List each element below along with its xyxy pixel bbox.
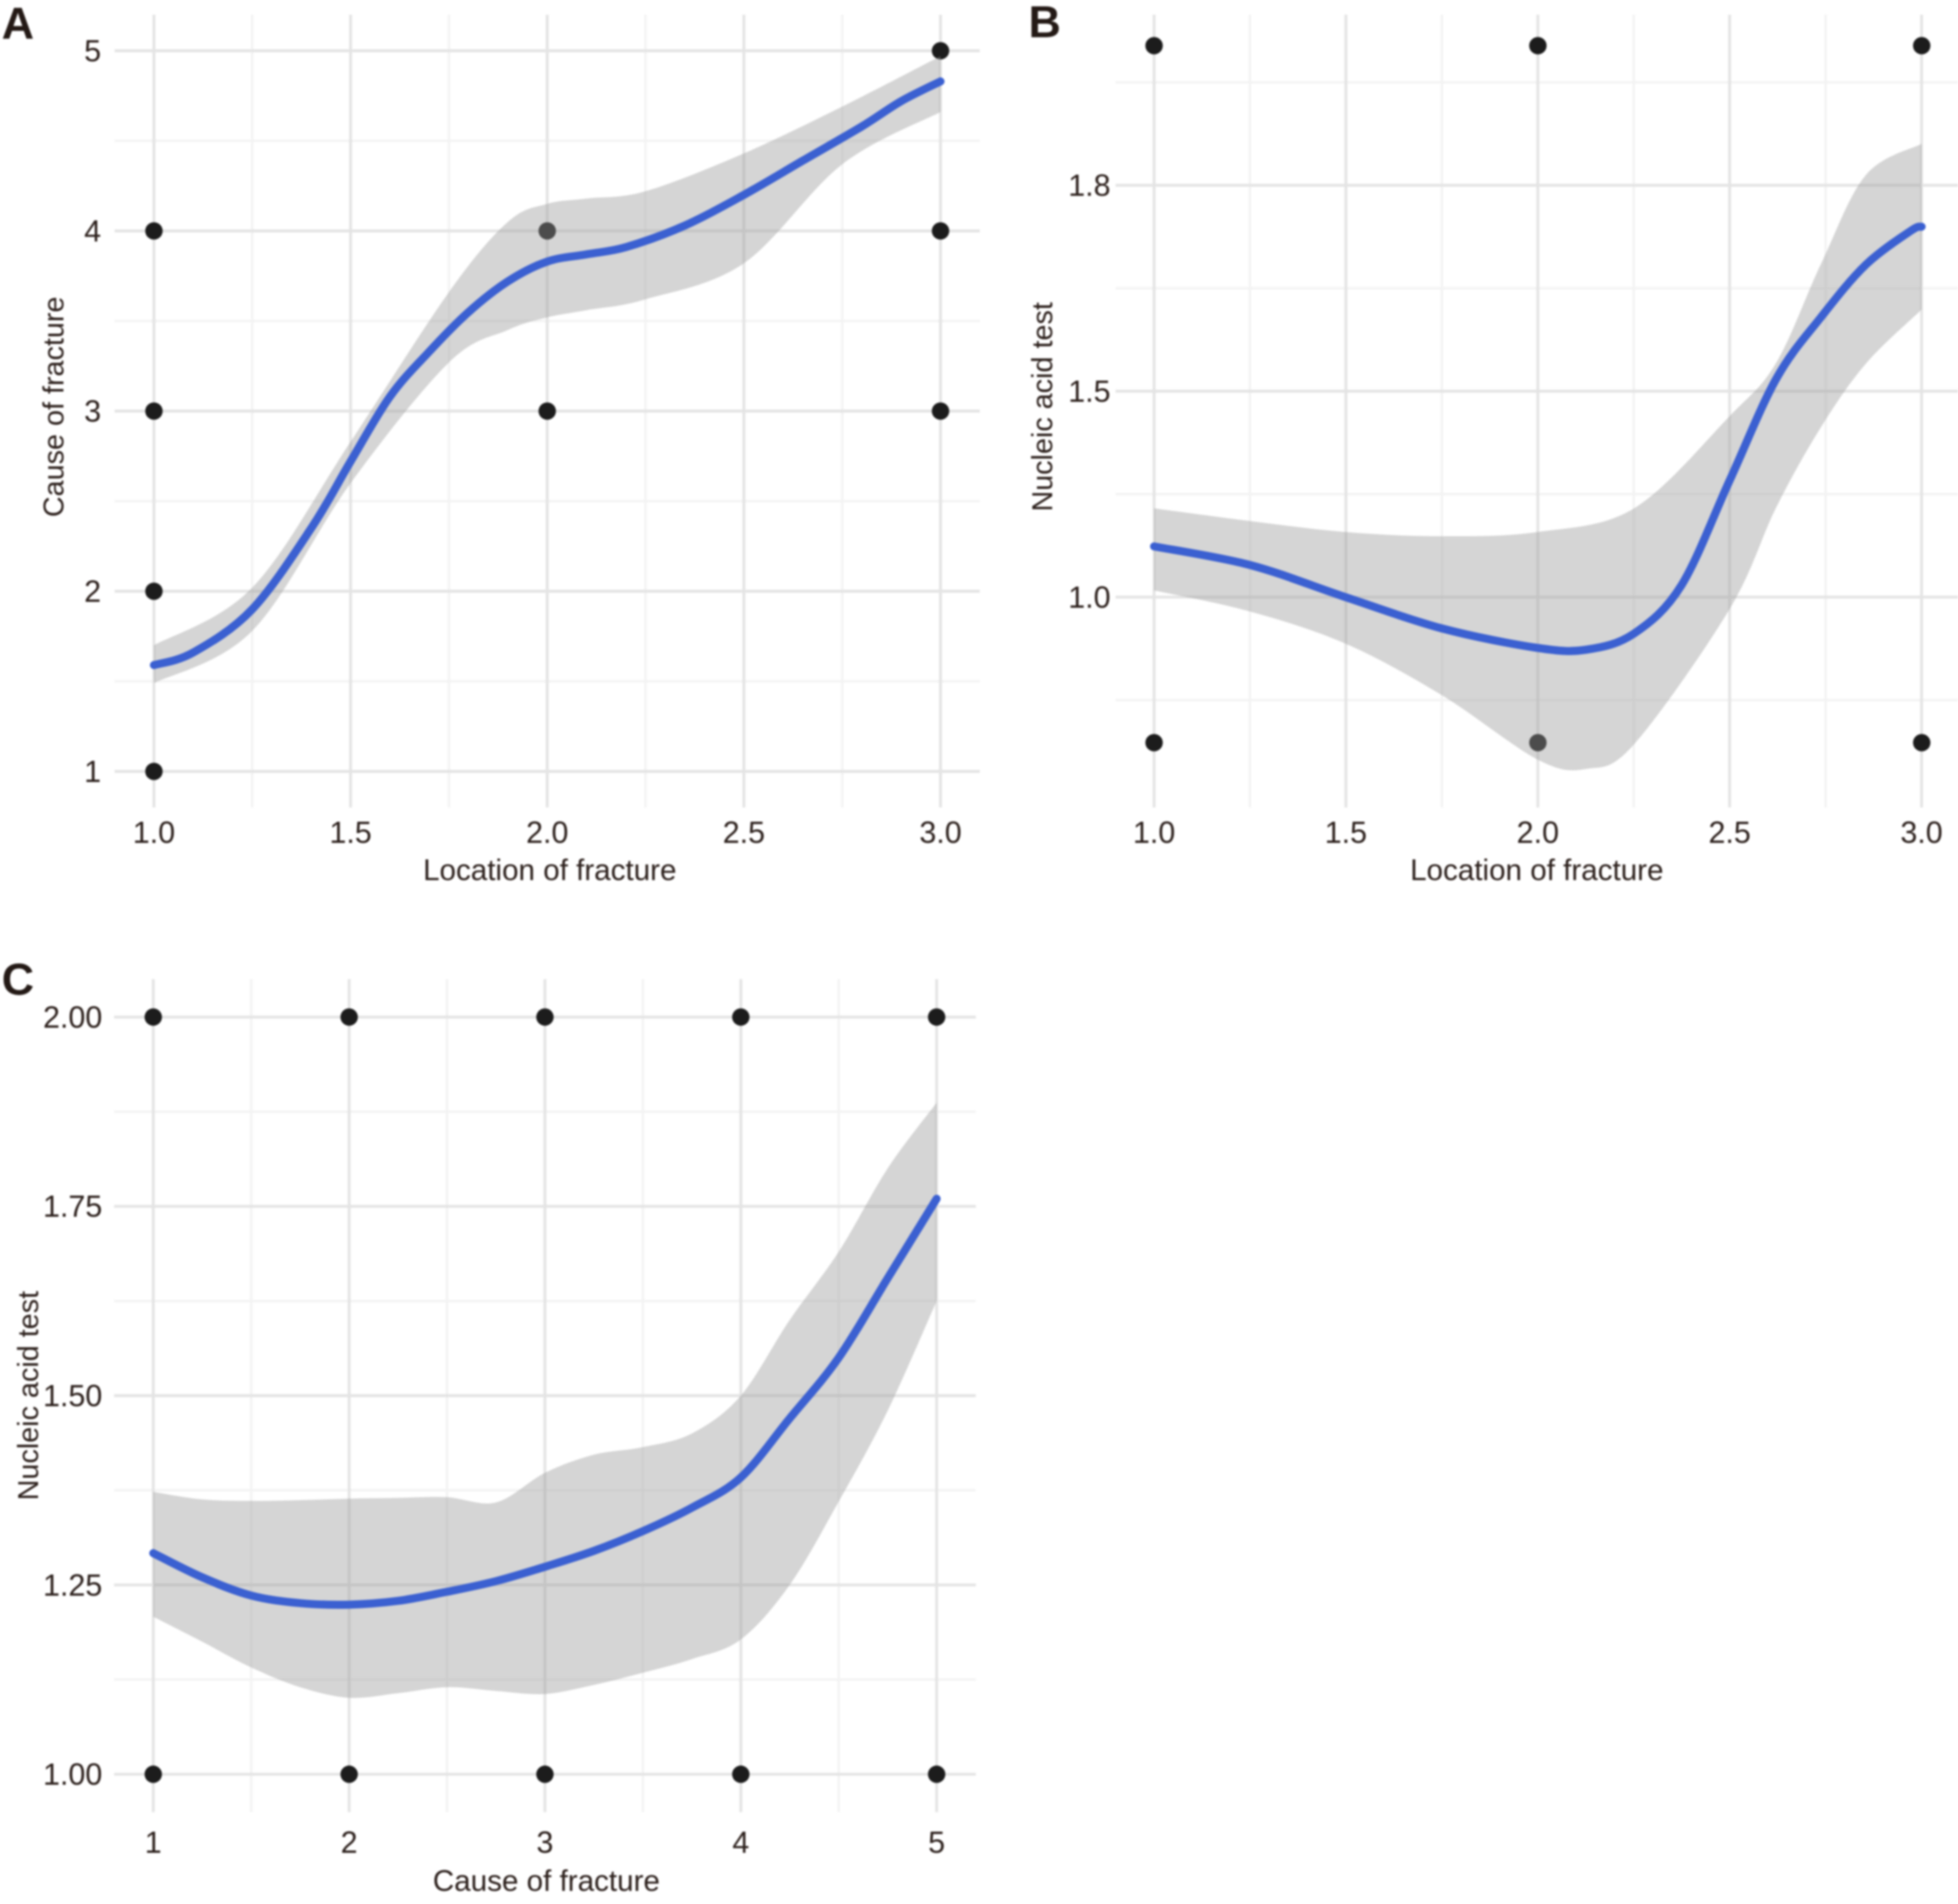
svg-text:Nucleic acid test: Nucleic acid test	[13, 1291, 45, 1501]
svg-text:Cause of fracture: Cause of fracture	[433, 1865, 660, 1898]
svg-text:2.5: 2.5	[1708, 815, 1751, 850]
svg-text:4: 4	[84, 214, 101, 249]
svg-text:C: C	[2, 955, 34, 1005]
svg-text:1.5: 1.5	[329, 815, 371, 850]
svg-text:1.8: 1.8	[1068, 168, 1111, 203]
svg-text:A: A	[2, 0, 34, 49]
svg-text:2.0: 2.0	[1516, 815, 1559, 850]
svg-text:Nucleic acid test: Nucleic acid test	[1027, 302, 1059, 512]
svg-text:1.5: 1.5	[1068, 374, 1111, 409]
svg-text:1.5: 1.5	[1325, 815, 1367, 850]
svg-text:4: 4	[732, 1825, 749, 1860]
svg-text:1: 1	[84, 754, 101, 789]
svg-text:5: 5	[928, 1825, 945, 1860]
svg-text:3.0: 3.0	[1900, 815, 1943, 850]
svg-text:Cause of fracture: Cause of fracture	[38, 297, 70, 518]
svg-text:2.0: 2.0	[526, 815, 568, 850]
svg-text:2: 2	[84, 574, 101, 609]
svg-text:1.75: 1.75	[43, 1189, 102, 1224]
svg-text:Location of fracture: Location of fracture	[423, 854, 677, 887]
svg-text:1.00: 1.00	[43, 1757, 102, 1792]
svg-text:Location of fracture: Location of fracture	[1410, 854, 1664, 887]
svg-text:2: 2	[341, 1825, 358, 1860]
svg-text:3: 3	[84, 394, 101, 429]
svg-text:1.50: 1.50	[43, 1379, 102, 1413]
svg-text:2.5: 2.5	[722, 815, 765, 850]
svg-text:2.00: 2.00	[43, 1000, 102, 1034]
svg-text:3.0: 3.0	[919, 815, 962, 850]
svg-text:5: 5	[84, 34, 101, 69]
svg-text:1.0: 1.0	[1133, 815, 1175, 850]
svg-text:1.25: 1.25	[43, 1567, 102, 1602]
svg-text:B: B	[1028, 0, 1061, 47]
svg-text:1.0: 1.0	[133, 815, 175, 850]
svg-text:1.0: 1.0	[1068, 579, 1111, 614]
svg-text:1: 1	[145, 1825, 162, 1860]
svg-text:3: 3	[536, 1825, 553, 1860]
